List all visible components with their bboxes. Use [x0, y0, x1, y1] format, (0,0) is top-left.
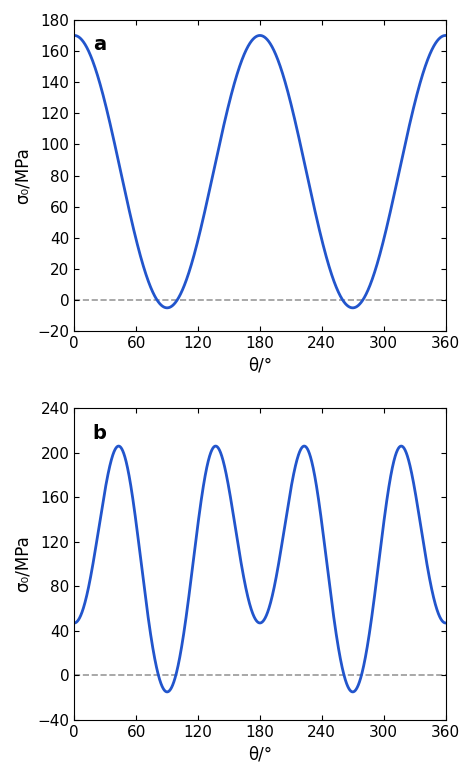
Y-axis label: σ₀/MPa: σ₀/MPa — [14, 535, 32, 592]
Text: a: a — [93, 36, 106, 54]
Text: b: b — [93, 424, 107, 443]
Y-axis label: σ₀/MPa: σ₀/MPa — [14, 147, 32, 204]
X-axis label: θ/°: θ/° — [248, 745, 272, 763]
X-axis label: θ/°: θ/° — [248, 357, 272, 375]
